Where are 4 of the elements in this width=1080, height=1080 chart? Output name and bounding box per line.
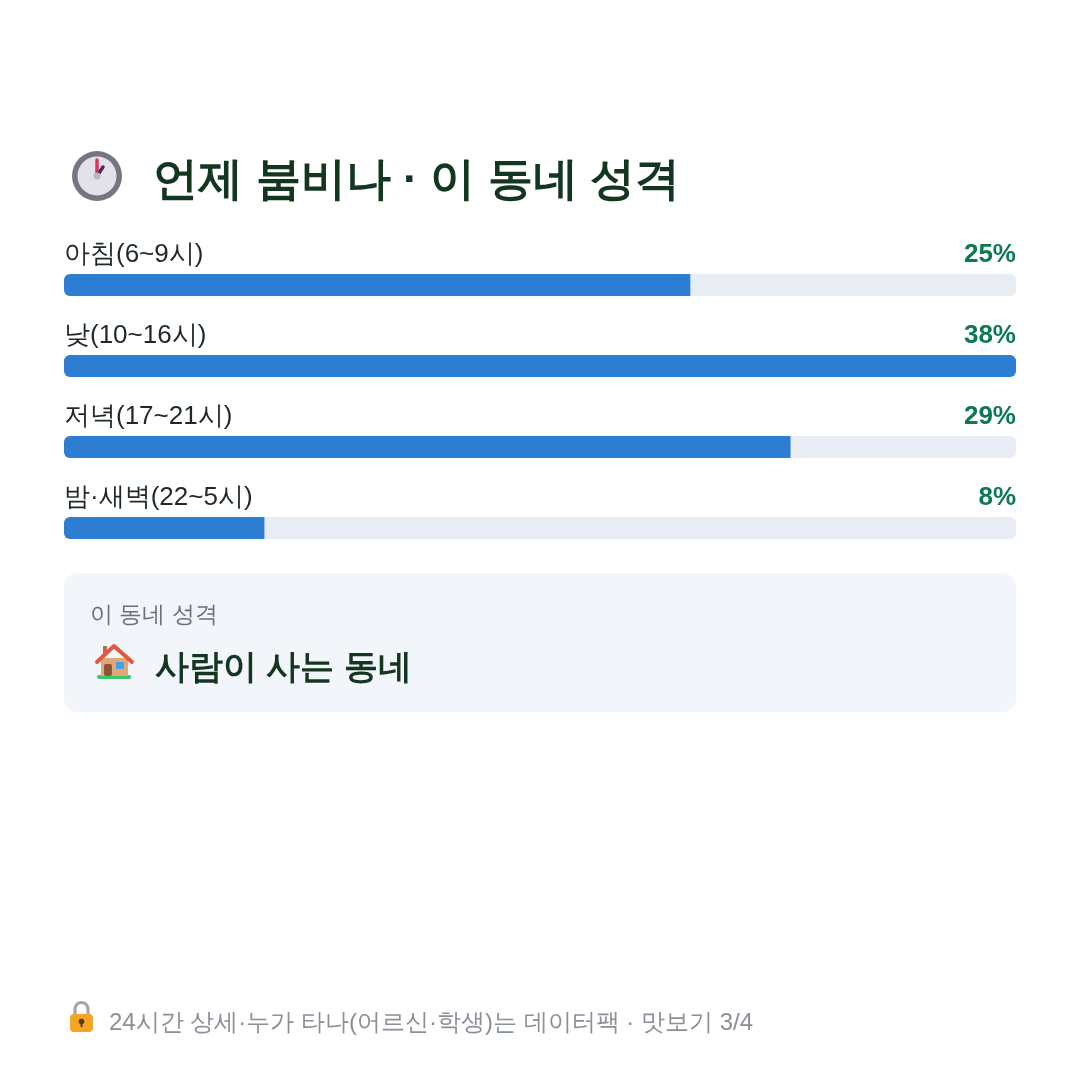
title: 언제 붐비나 · 이 동네 성격	[153, 153, 681, 204]
annotation: 이 동네 성격	[90, 601, 218, 627]
annotation: 사람이 사는 동네	[155, 647, 412, 685]
annotation: 24시간 상세·누가 타나(어르신·학생)는 데이터팩 · 맛보기 3/4	[109, 1008, 754, 1035]
